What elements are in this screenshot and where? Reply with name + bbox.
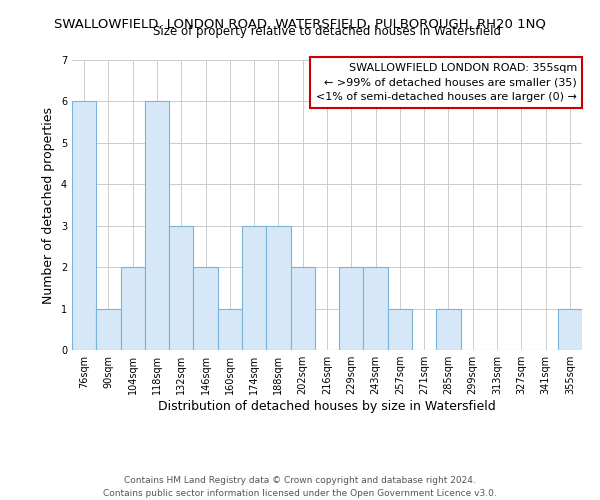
Bar <box>218 308 242 350</box>
Bar <box>436 308 461 350</box>
Bar <box>290 267 315 350</box>
Bar <box>364 267 388 350</box>
Bar <box>169 226 193 350</box>
Text: Contains HM Land Registry data © Crown copyright and database right 2024.
Contai: Contains HM Land Registry data © Crown c… <box>103 476 497 498</box>
Bar <box>558 308 582 350</box>
Title: Size of property relative to detached houses in Watersfield: Size of property relative to detached ho… <box>153 25 501 38</box>
Bar <box>266 226 290 350</box>
Bar <box>96 308 121 350</box>
Text: SWALLOWFIELD, LONDON ROAD, WATERSFIELD, PULBOROUGH, RH20 1NQ: SWALLOWFIELD, LONDON ROAD, WATERSFIELD, … <box>54 18 546 30</box>
Bar <box>242 226 266 350</box>
Bar <box>388 308 412 350</box>
Y-axis label: Number of detached properties: Number of detached properties <box>43 106 55 304</box>
Bar <box>339 267 364 350</box>
X-axis label: Distribution of detached houses by size in Watersfield: Distribution of detached houses by size … <box>158 400 496 413</box>
Bar <box>193 267 218 350</box>
Bar <box>72 102 96 350</box>
Bar <box>145 102 169 350</box>
Text: SWALLOWFIELD LONDON ROAD: 355sqm
← >99% of detached houses are smaller (35)
<1% : SWALLOWFIELD LONDON ROAD: 355sqm ← >99% … <box>316 63 577 102</box>
Bar <box>121 267 145 350</box>
